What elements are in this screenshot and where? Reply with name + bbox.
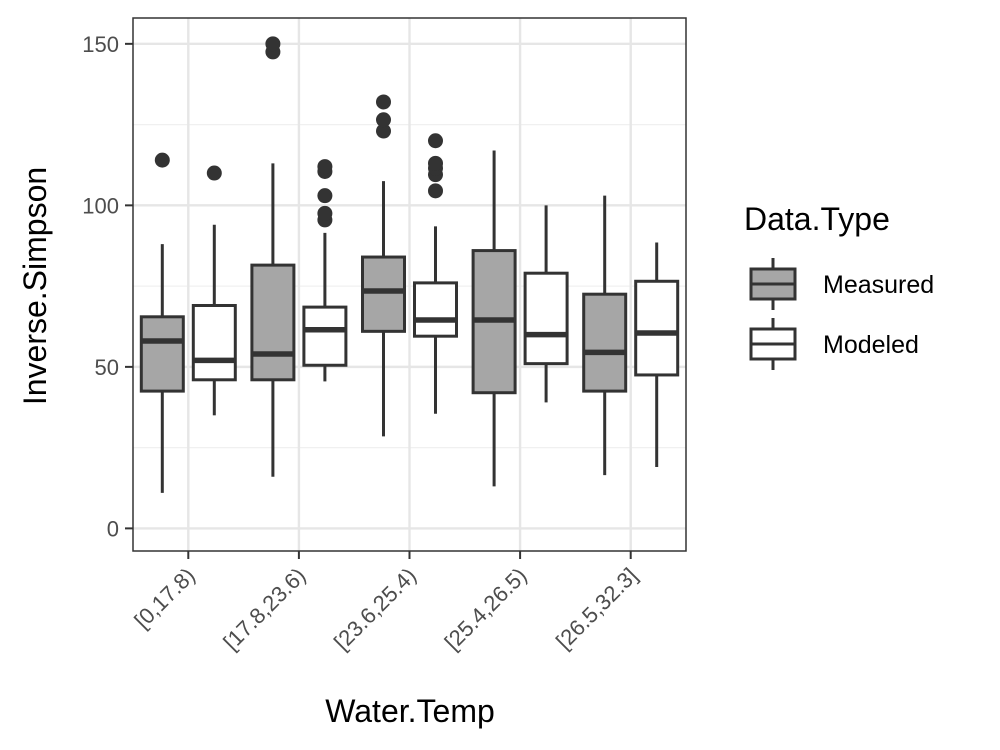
- outlier-point: [317, 159, 333, 175]
- box-measured-1: [250, 36, 296, 477]
- iqr-box: [302, 305, 348, 367]
- legend-item-measured: Measured: [749, 258, 934, 310]
- iqr-box: [634, 279, 680, 377]
- iqr-box: [413, 281, 458, 338]
- y-tick-label: 0: [107, 516, 119, 541]
- outlier-point: [428, 133, 443, 149]
- outlier-point: [206, 165, 222, 181]
- box-measured-0: [139, 152, 185, 493]
- y-tick-label: 50: [95, 355, 119, 380]
- boxplot-marks: [139, 36, 680, 493]
- x-tick-label: [0,17.8): [129, 563, 199, 633]
- outlier-point: [265, 36, 281, 52]
- x-tick-label: [26.5,32.3]: [551, 563, 642, 654]
- legend: Data.Type Measured Modeled: [744, 201, 934, 370]
- box-modeled-0: [191, 165, 237, 416]
- box-modeled-4: [634, 242, 680, 468]
- iqr-box: [191, 303, 237, 382]
- box-measured-3: [471, 150, 517, 487]
- legend-label: Measured: [823, 271, 934, 299]
- box-modeled-2: [413, 133, 458, 414]
- iqr-box: [523, 271, 569, 366]
- outlier-point: [376, 123, 391, 139]
- outlier-point: [154, 152, 170, 168]
- outlier-point: [376, 112, 391, 128]
- y-tick-label: 100: [82, 193, 119, 218]
- plot-panel: [133, 18, 686, 551]
- x-tick-label: [25.4,26.5): [440, 563, 532, 655]
- x-axis-title: Water.Temp: [325, 693, 495, 729]
- outlier-point: [376, 94, 391, 110]
- box-measured-2: [361, 94, 406, 437]
- legend-label: Modeled: [823, 331, 919, 359]
- x-tick-label: [17.8,23.6): [218, 563, 310, 655]
- box-modeled-1: [302, 159, 348, 382]
- iqr-box: [250, 263, 296, 382]
- outlier-point: [428, 155, 443, 171]
- iqr-box: [582, 292, 628, 393]
- box-modeled-3: [523, 205, 569, 403]
- iqr-box: [361, 255, 406, 333]
- legend-title: Data.Type: [744, 201, 890, 237]
- y-tick-label: 150: [82, 32, 119, 57]
- box-measured-4: [582, 195, 628, 476]
- outlier-point: [317, 188, 333, 204]
- legend-item-modeled: Modeled: [749, 318, 919, 370]
- iqr-box: [139, 315, 185, 393]
- x-tick-label: [23.6,25.4): [329, 563, 421, 655]
- y-axis-title: Inverse.Simpson: [17, 167, 53, 405]
- outlier-point: [317, 205, 333, 221]
- outlier-point: [428, 183, 443, 199]
